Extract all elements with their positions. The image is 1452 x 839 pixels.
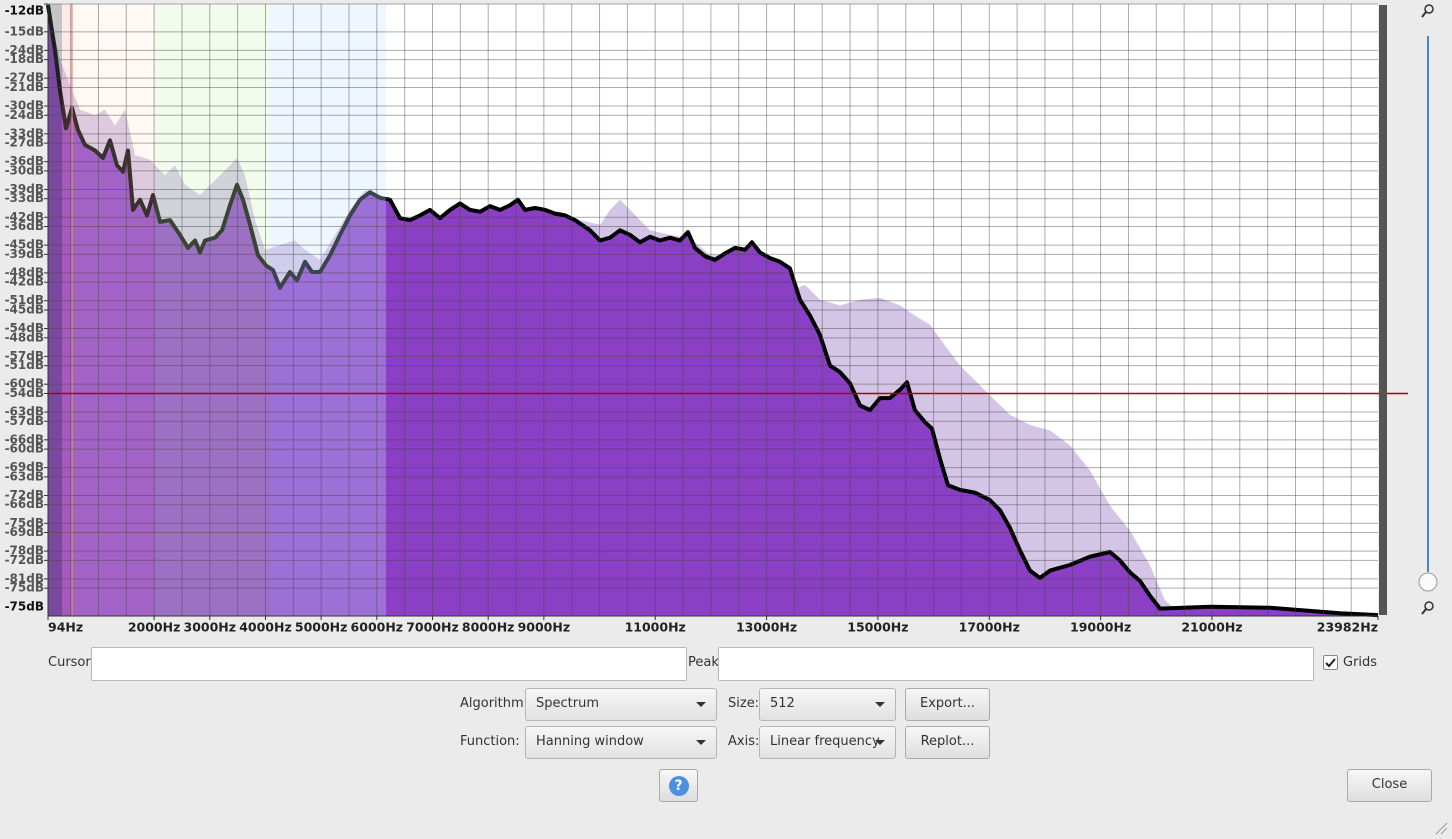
y-tick-label: -63dB <box>5 405 44 419</box>
peak-label: Peak: <box>688 655 724 670</box>
band-green <box>155 4 270 616</box>
y-tick-label: -21dB <box>5 80 44 94</box>
help-icon: ? <box>668 776 689 796</box>
band-orange <box>72 4 155 616</box>
y-tick-label: -33dB <box>5 126 44 140</box>
export-button[interactable]: Export... <box>905 688 990 721</box>
x-tick-label: 2000Hz <box>128 620 181 635</box>
y-tick-label: -75dB <box>5 516 44 530</box>
grids-label: Grids <box>1343 655 1378 670</box>
x-tick-label: 17000Hz <box>959 620 1020 635</box>
x-tick-label: 21000Hz <box>1181 620 1242 635</box>
algorithm-select[interactable]: Spectrum <box>525 688 717 721</box>
y-tick-label: -48dB <box>5 330 44 344</box>
y-tick-label: -81dB <box>5 571 44 585</box>
x-tick-label: 8000Hz <box>462 620 515 635</box>
function-select[interactable]: Hanning window <box>525 726 717 759</box>
help-button[interactable]: ? <box>659 769 698 802</box>
y-tick-label: -24dB <box>5 108 44 122</box>
size-label: Size: <box>728 696 760 711</box>
spectrum-area <box>48 4 1378 616</box>
close-button[interactable]: Close <box>1347 769 1432 802</box>
y-tick-label: -54dB <box>5 386 44 400</box>
algorithm-label: Algorithm: <box>460 696 529 711</box>
y-tick-label: -57dB <box>5 414 44 428</box>
x-tick-label: 23982Hz <box>1317 620 1378 635</box>
zoom-in-icon[interactable] <box>1421 4 1434 18</box>
x-tick-label: 19000Hz <box>1070 620 1131 635</box>
spectrum-line <box>46 4 1379 618</box>
y-tick-label: -72dB <box>5 553 44 567</box>
y-tick-label: -18dB <box>5 52 44 66</box>
y-tick-label: -75dB <box>5 581 44 595</box>
axis-select[interactable]: Linear frequency <box>759 726 896 759</box>
cursor-field[interactable] <box>91 647 687 681</box>
y-tick-label: -27dB <box>5 136 44 150</box>
y-tick-label: -78dB <box>5 544 44 558</box>
cursor-label: Cursor: <box>48 655 95 670</box>
y-tick-label: -51dB <box>5 358 44 372</box>
y-tick-label: -45dB <box>5 303 44 317</box>
checkmark <box>1325 658 1336 668</box>
replot-button[interactable]: Replot... <box>905 726 990 759</box>
y-tick-label: -42dB <box>5 275 44 289</box>
y-bottom-label: -75dB <box>5 600 44 614</box>
selection-bands <box>48 4 386 616</box>
y-tick-label: -66dB <box>5 497 44 511</box>
x-tick-label: 15000Hz <box>847 620 908 635</box>
x-tick-label: 5000Hz <box>295 620 348 635</box>
band-red <box>62 4 72 616</box>
y-tick-label: -30dB <box>5 99 44 113</box>
grids-checkbox[interactable] <box>1323 655 1338 670</box>
y-tick-label: -48dB <box>5 265 44 279</box>
y-tick-label: -24dB <box>5 43 44 57</box>
y-tick-label: -33dB <box>5 191 44 205</box>
y-tick-label: -36dB <box>5 154 44 168</box>
y-tick-label: -57dB <box>5 349 44 363</box>
x-tick-label: 3000Hz <box>184 620 237 635</box>
y-tick-label: -27dB <box>5 71 44 85</box>
zoom-out-icon[interactable] <box>1421 601 1434 615</box>
x-tick-label: 6000Hz <box>351 620 404 635</box>
y-tick-label: -42dB <box>5 210 44 224</box>
y-tick-label: -15dB <box>5 24 44 38</box>
y-tick-label: -60dB <box>5 442 44 456</box>
y-tick-label: -69dB <box>5 460 44 474</box>
resize-grip[interactable] <box>1434 821 1448 835</box>
y-tick-label: -66dB <box>5 432 44 446</box>
size-select[interactable]: 512 <box>759 688 896 721</box>
axis-label: Axis: <box>728 734 760 749</box>
checkmark-path <box>1325 658 1336 668</box>
zoom-slider-knob[interactable] <box>1418 572 1438 592</box>
x-tick-label: 7000Hz <box>406 620 459 635</box>
y-tick-label: -39dB <box>5 247 44 261</box>
y-tick-label: -51dB <box>5 293 44 307</box>
band-dark <box>48 4 62 616</box>
scrollbar[interactable] <box>1379 5 1387 615</box>
spectrum-plot: -12dB -15dB -18dB -21dB -24dB -27dB -30dB -33dB… <box>5 3 1438 635</box>
y-tick-label: -63dB <box>5 469 44 483</box>
x-tick-label: 9000Hz <box>518 620 571 635</box>
y-tick-label: -30dB <box>5 163 44 177</box>
x-tick-label: 13000Hz <box>736 620 797 635</box>
y-tick-label: -69dB <box>5 525 44 539</box>
function-label: Function: <box>460 734 520 749</box>
y-tick-label: -72dB <box>5 488 44 502</box>
x-tick-label: 94Hz <box>48 620 83 635</box>
x-tick-label: 4000Hz <box>239 620 292 635</box>
y-tick-label: -39dB <box>5 182 44 196</box>
y-tick-label: -45dB <box>5 238 44 252</box>
y-tick-label: -60dB <box>5 377 44 391</box>
band-blue <box>270 4 386 616</box>
y-tick-label: -54dB <box>5 321 44 335</box>
y-tick-label: -36dB <box>5 219 44 233</box>
peak-field[interactable] <box>718 647 1314 681</box>
y-tick-label: -12dB <box>5 4 44 18</box>
x-tick-label: 11000Hz <box>625 620 686 635</box>
